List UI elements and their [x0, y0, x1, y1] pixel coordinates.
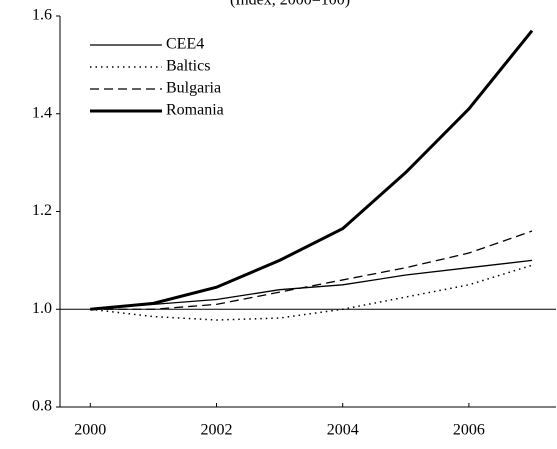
y-tick-label: 1.6	[32, 7, 52, 24]
series-line	[90, 259, 533, 310]
legend-label: Baltics	[166, 58, 210, 75]
legend-label: CEE4	[166, 36, 204, 53]
y-tick-label: 1.4	[32, 104, 52, 121]
series-line	[90, 264, 533, 321]
x-tick-label: 2006	[453, 422, 485, 439]
series-line	[90, 29, 534, 311]
chart-subtitle: (Index, 2000=100)	[230, 0, 350, 9]
x-tick-label: 2002	[200, 422, 232, 439]
y-tick-label: 0.8	[32, 398, 52, 415]
x-tick-label: 2004	[327, 422, 359, 439]
y-tick-label: 1.2	[32, 202, 52, 219]
x-tick-label: 2000	[74, 422, 106, 439]
y-tick-label: 1.0	[32, 300, 52, 317]
series-line	[90, 230, 533, 310]
legend-label: Bulgaria	[166, 80, 221, 97]
legend-label: Romania	[166, 102, 224, 119]
